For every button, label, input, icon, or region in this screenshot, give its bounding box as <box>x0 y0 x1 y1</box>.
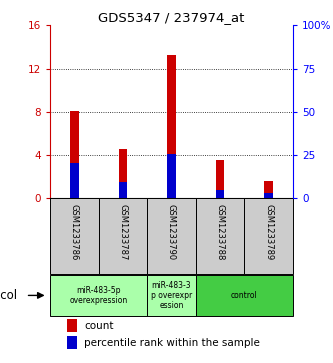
Bar <box>196 275 293 316</box>
Bar <box>50 198 99 274</box>
Bar <box>147 198 196 274</box>
Text: GSM1233789: GSM1233789 <box>264 204 273 260</box>
Title: GDS5347 / 237974_at: GDS5347 / 237974_at <box>98 11 245 24</box>
Bar <box>167 154 176 198</box>
Bar <box>119 182 127 198</box>
Text: percentile rank within the sample: percentile rank within the sample <box>84 338 260 348</box>
Bar <box>70 163 79 198</box>
Bar <box>67 319 77 332</box>
Text: GSM1233787: GSM1233787 <box>118 204 128 260</box>
Text: protocol: protocol <box>0 289 18 302</box>
Bar <box>264 181 273 198</box>
Bar <box>216 189 224 198</box>
Text: GSM1233786: GSM1233786 <box>70 204 79 260</box>
Bar <box>147 275 196 316</box>
Bar <box>119 148 127 198</box>
Text: miR-483-5p
overexpression: miR-483-5p overexpression <box>70 286 128 305</box>
Bar <box>167 54 176 198</box>
Text: GSM1233790: GSM1233790 <box>167 204 176 260</box>
Text: miR-483-3
p overexpr
ession: miR-483-3 p overexpr ession <box>151 281 192 310</box>
Bar <box>244 198 293 274</box>
Bar <box>216 160 224 198</box>
Bar <box>196 198 244 274</box>
Bar <box>67 336 77 348</box>
Bar <box>70 111 79 198</box>
Text: GSM1233788: GSM1233788 <box>215 204 225 260</box>
Text: control: control <box>231 291 258 300</box>
Bar <box>50 275 147 316</box>
Bar <box>264 193 273 198</box>
Text: count: count <box>84 321 114 331</box>
Bar <box>99 198 147 274</box>
